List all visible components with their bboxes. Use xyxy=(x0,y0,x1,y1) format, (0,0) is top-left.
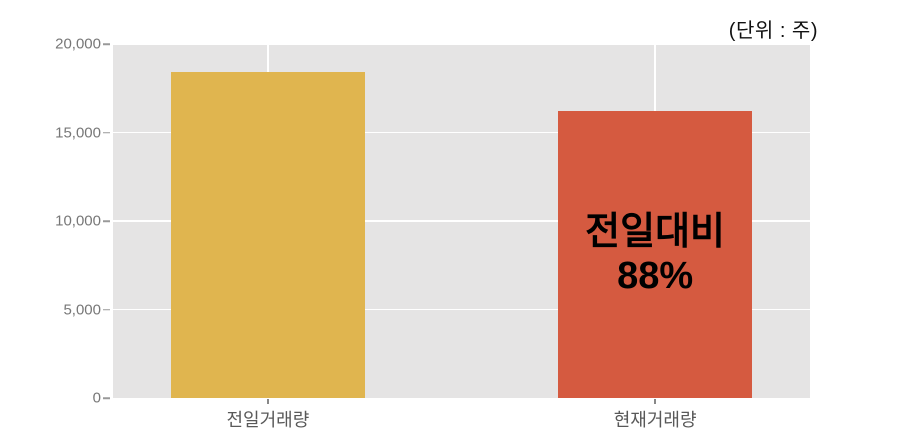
x-tick-label-현재거래량: 현재거래량 xyxy=(613,410,697,430)
bar-현재거래량[interactable]: 전일대비 88% xyxy=(558,111,752,398)
y-tick-mark xyxy=(103,397,110,399)
x-tick-mark xyxy=(654,399,656,404)
y-gridline xyxy=(113,131,810,134)
y-tick-mark xyxy=(103,220,110,222)
y-tick-mark xyxy=(103,131,110,134)
y-tick-label: 20,000 xyxy=(55,35,101,53)
bar-전일거래량[interactable] xyxy=(171,72,365,398)
y-tick-mark xyxy=(103,43,110,45)
y-tick-mark xyxy=(103,308,110,311)
x-tick-mark xyxy=(267,399,269,404)
bar-annotation-line: 전일대비 xyxy=(585,210,726,253)
x-tick-label-전일거래량: 전일거래량 xyxy=(226,410,310,430)
y-tick-label: 15,000 xyxy=(55,124,101,141)
plot-area: 전일대비 88% xyxy=(113,43,810,398)
bar-annotation: 전일대비 88% xyxy=(558,111,752,398)
bar-annotation-line: 88% xyxy=(617,254,694,297)
y-gridline xyxy=(113,220,810,222)
y-gridline xyxy=(113,308,810,311)
y-tick-label: 10,000 xyxy=(55,212,101,230)
y-tick-label: 5,000 xyxy=(63,301,101,318)
y-tick-label: 0 xyxy=(92,389,101,407)
y-gridline xyxy=(113,43,810,45)
unit-label: (단위 : 주) xyxy=(728,20,818,42)
